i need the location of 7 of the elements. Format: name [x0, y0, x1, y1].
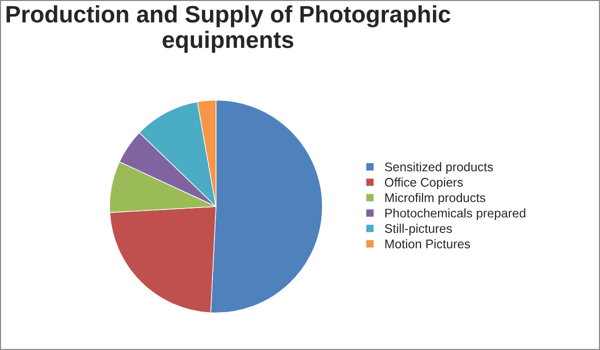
legend-label: Photochemicals prepared	[385, 208, 526, 220]
legend-label: Sensitized products	[384, 162, 493, 174]
legend-label: Microfilm products	[385, 192, 486, 205]
legend-label: Still-pictures	[384, 224, 452, 236]
legend-label: Office Copiers	[384, 178, 463, 190]
legend-label: Motion Pictures	[385, 239, 470, 248]
chart-title: Production and Supply of Photographic equipments	[6, 5, 450, 53]
